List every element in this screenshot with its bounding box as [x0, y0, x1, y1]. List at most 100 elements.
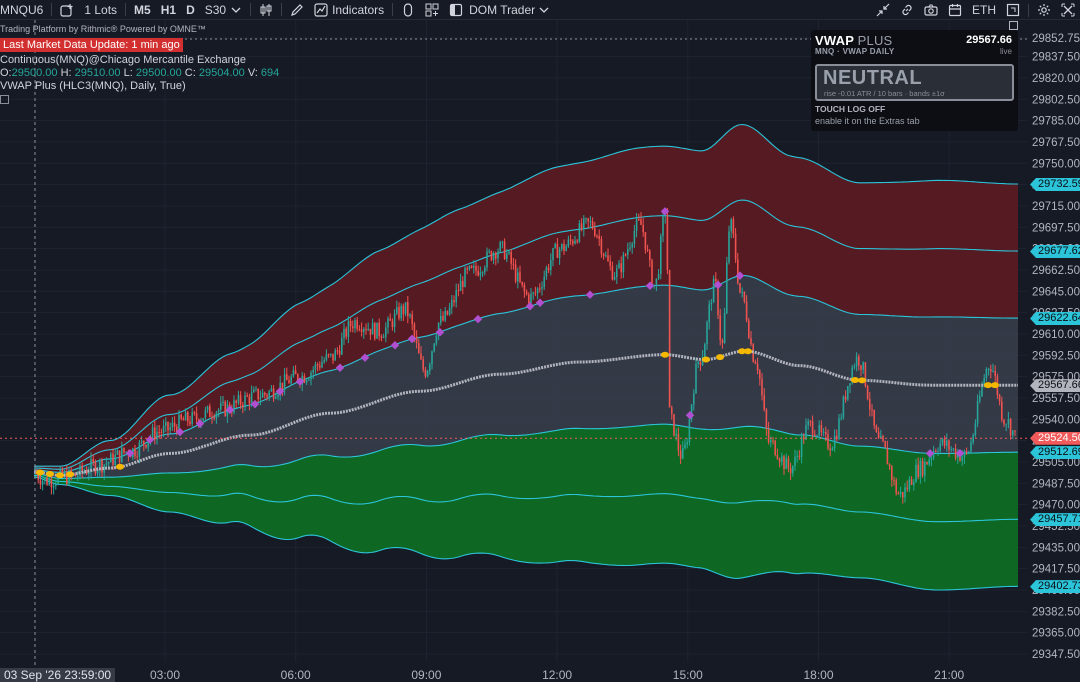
vwap-touch-marker — [984, 382, 992, 389]
candle-body — [875, 425, 878, 433]
candle-body — [169, 427, 171, 431]
candle-body — [160, 432, 163, 434]
candle-body — [365, 328, 367, 331]
candle-body — [332, 353, 334, 361]
fullscreen-button[interactable] — [1001, 0, 1025, 19]
time-tick-label: 03:00 — [150, 668, 180, 682]
candle-body — [437, 322, 440, 336]
chart-canvas[interactable]: 29852.75 29837.50 29820.00 29802.50 29785.00… — [0, 20, 1080, 682]
candle-body — [941, 438, 944, 444]
candle-body — [400, 305, 402, 319]
candle-body — [574, 240, 576, 244]
candle-body — [178, 414, 180, 432]
candle-body — [838, 418, 840, 440]
candle-body — [985, 369, 988, 378]
candle-body — [657, 273, 660, 279]
candle-body — [587, 218, 589, 222]
candle-body — [374, 323, 376, 339]
calendar-button[interactable] — [943, 0, 967, 19]
drawing-tools-button[interactable] — [285, 0, 309, 19]
indicators-button[interactable]: Indicators — [309, 0, 389, 19]
candle-body — [596, 235, 598, 237]
vwap-subtitle: MNQ · VWAP DAILY — [815, 47, 895, 56]
vwap-touch-marker — [661, 351, 669, 358]
candle-body — [1007, 419, 1010, 425]
candle-body — [624, 254, 627, 256]
candle-body — [517, 272, 519, 282]
candle-body — [481, 272, 484, 274]
candle-body — [673, 414, 675, 436]
candle-body — [708, 304, 710, 323]
candle-body — [420, 353, 422, 360]
symbol-description: Continuous(MNQ)@Chicago Mercantile Excha… — [0, 54, 246, 66]
candle-body — [532, 292, 534, 294]
alerts-button[interactable] — [396, 0, 420, 19]
toolbar-divider — [281, 3, 283, 16]
symbol-selector[interactable]: MNQU6 — [0, 0, 48, 19]
time-axis[interactable]: 03:00 06:00 09:00 12:00 15:00 18:00 21:00 — [150, 668, 965, 682]
session-selector[interactable]: ETH — [967, 0, 1001, 19]
study-legend[interactable]: VWAP Plus (HLC3(MNQ), Daily, True) — [0, 80, 186, 92]
candle-body — [609, 261, 611, 267]
vwap-touch-marker — [116, 463, 124, 470]
candle-body — [620, 263, 622, 273]
candle-body — [90, 459, 92, 473]
candle-body — [455, 290, 457, 303]
candle-body — [495, 253, 497, 259]
price-tick-label: 29802.50 — [1032, 94, 1080, 106]
candle-body — [871, 409, 873, 411]
candle-body — [112, 453, 114, 465]
chart-type-button[interactable] — [254, 0, 278, 19]
candle-body — [979, 396, 981, 402]
compare-symbol-button[interactable] — [55, 0, 79, 19]
candle-body — [508, 251, 510, 254]
timeframe-h1-button[interactable]: H1 — [156, 0, 181, 19]
candle-body — [255, 388, 257, 390]
candle-body — [668, 269, 671, 408]
candle-body — [204, 410, 207, 419]
close-chart-button[interactable] — [1056, 0, 1080, 19]
layouts-button[interactable] — [420, 0, 444, 19]
candle-body — [184, 412, 187, 421]
candle-body — [750, 338, 752, 345]
settings-button[interactable] — [1032, 0, 1056, 19]
alarm-icon — [404, 2, 413, 17]
candle-body — [429, 364, 431, 372]
candle-body — [83, 471, 86, 473]
candle-body — [847, 385, 849, 400]
candle-body — [530, 293, 532, 304]
candle-body — [470, 265, 473, 268]
candle-body — [891, 466, 893, 481]
candle-body — [501, 241, 504, 243]
candle-body — [994, 371, 996, 377]
candle-body — [640, 219, 642, 225]
timeframe-m5-button[interactable]: M5 — [129, 0, 156, 19]
legend-collapse-toggle[interactable] — [0, 95, 9, 104]
price-tag: 29512.69 — [1030, 446, 1080, 460]
interval-dropdown[interactable]: S30 — [200, 0, 247, 19]
candle-body — [717, 281, 719, 316]
candle-body — [490, 251, 493, 260]
price-tick-label: 29592.50 — [1032, 350, 1080, 362]
lots-selector[interactable]: 1 Lots — [79, 0, 122, 19]
panel-close-button[interactable] — [1009, 21, 1018, 30]
candle-body — [525, 291, 528, 295]
candle-body — [561, 243, 563, 250]
price-tag: 29524.50 — [1030, 431, 1080, 445]
candle-body — [92, 459, 94, 462]
candle-body — [699, 361, 702, 365]
candle-body — [688, 419, 691, 443]
link-button[interactable] — [895, 0, 919, 19]
price-chart[interactable]: 29852.75 29837.50 29820.00 29802.50 29785.00… — [0, 20, 1080, 682]
candle-body — [398, 307, 400, 319]
dom-trader-button[interactable]: DOM Trader — [444, 0, 555, 19]
collapse-button[interactable] — [871, 0, 895, 19]
candle-body — [748, 320, 750, 339]
screenshot-button[interactable] — [919, 0, 943, 19]
candle-body — [451, 300, 453, 308]
timeframe-d-button[interactable]: D — [181, 0, 200, 19]
time-tick-label: 12:00 — [542, 668, 572, 682]
band-touch-marker — [525, 302, 535, 311]
candle-body — [314, 364, 317, 370]
session-label: ETH — [972, 3, 996, 17]
